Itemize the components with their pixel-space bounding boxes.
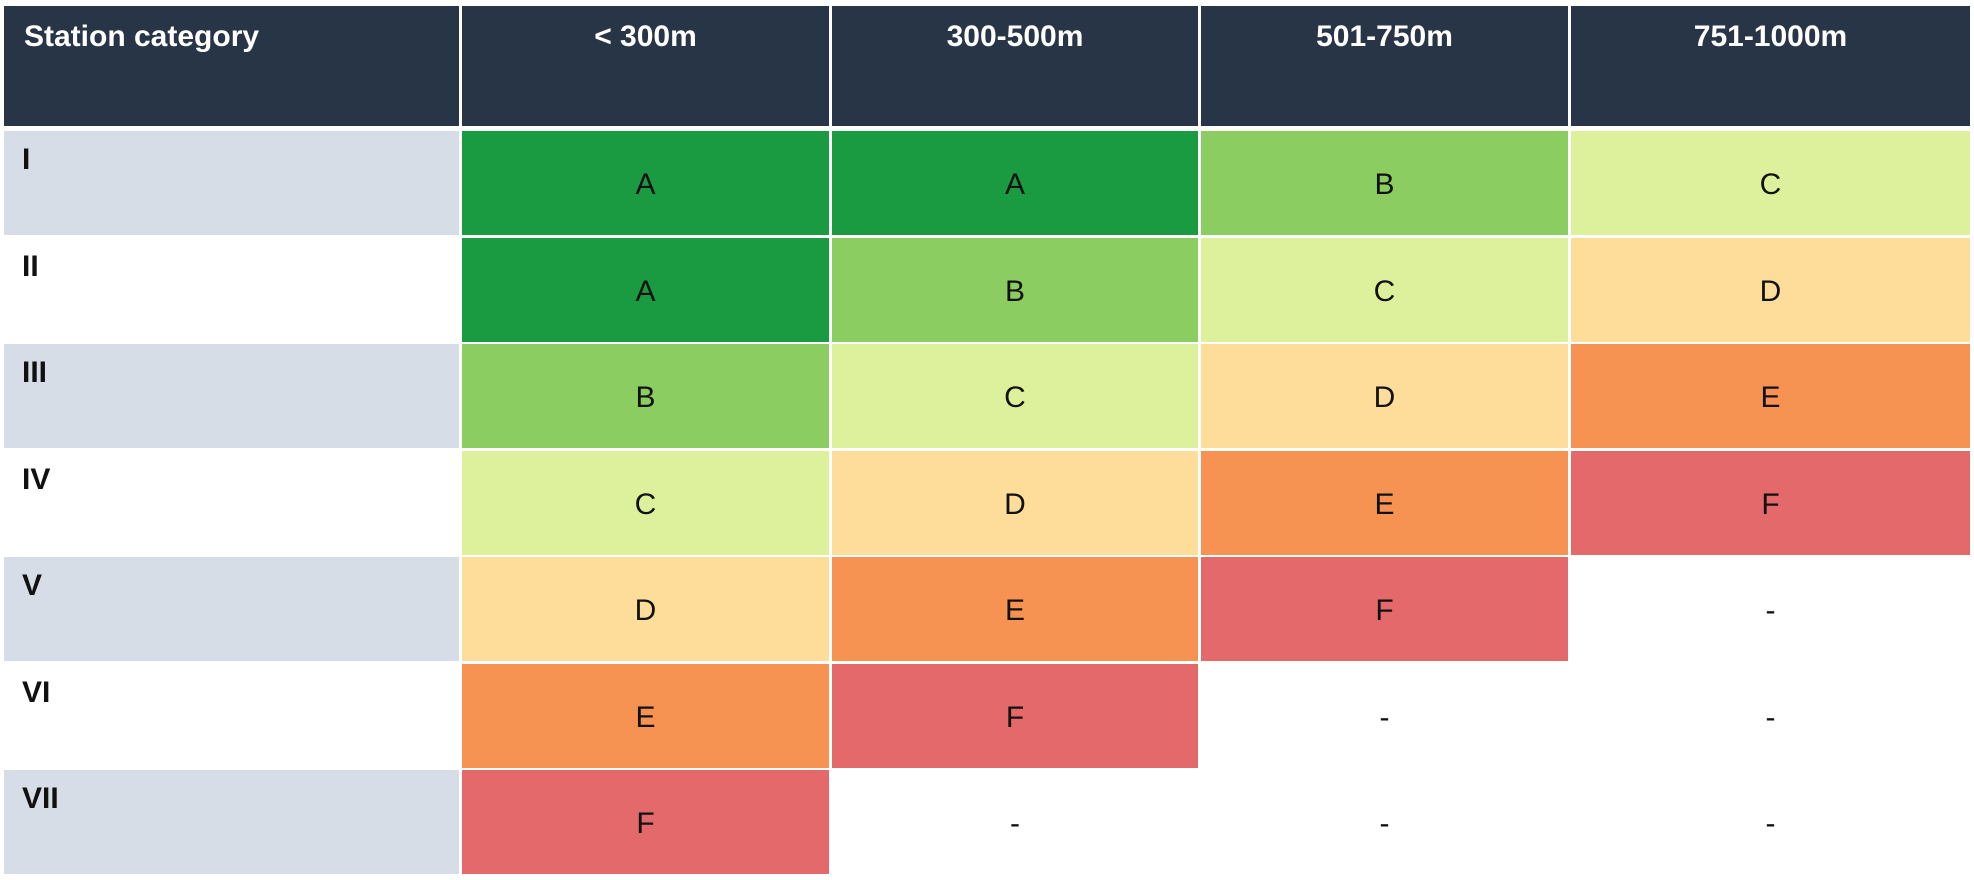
- grade-cell: D: [462, 557, 829, 661]
- header-col-4: 751-1000m: [1571, 6, 1970, 126]
- table-row: VI E F - -: [0, 663, 1974, 770]
- grade-cell: B: [462, 344, 829, 448]
- grade-cell: D: [1571, 237, 1970, 342]
- row-label: VII: [4, 770, 459, 874]
- grade-cell: D: [1201, 344, 1568, 448]
- grade-cell: C: [1571, 131, 1970, 235]
- grade-cell: C: [832, 344, 1198, 448]
- header-station-category: Station category: [4, 6, 459, 126]
- header-col-1: < 300m: [462, 6, 829, 126]
- grade-cell: A: [832, 131, 1198, 235]
- table-row: IV C D E F: [0, 450, 1974, 557]
- row-label: V: [4, 557, 459, 661]
- grade-cell: E: [1201, 450, 1568, 555]
- grade-cell: B: [832, 237, 1198, 342]
- row-label: II: [22, 249, 39, 283]
- grade-cell: E: [832, 557, 1198, 661]
- row-label: III: [4, 344, 459, 448]
- header-col-2: 300-500m: [832, 6, 1198, 126]
- grade-cell: -: [1201, 770, 1568, 874]
- grade-cell: D: [832, 450, 1198, 555]
- row-label: IV: [22, 462, 51, 496]
- row-label: I: [4, 131, 459, 235]
- grade-cell: E: [462, 663, 829, 768]
- grade-cell: -: [1571, 557, 1970, 661]
- header-col-3: 501-750m: [1201, 6, 1568, 126]
- table-row: III B C D E: [0, 344, 1974, 450]
- table-row: II A B C D: [0, 237, 1974, 344]
- grade-cell: A: [462, 131, 829, 235]
- header-row: Station category < 300m 300-500m 501-750…: [0, 0, 1974, 130]
- grade-cell: A: [462, 237, 829, 342]
- grade-cell: F: [1571, 450, 1970, 555]
- grade-cell: -: [1571, 770, 1970, 874]
- grade-cell: C: [1201, 237, 1568, 342]
- grade-cell: -: [832, 770, 1198, 874]
- grade-cell: F: [832, 663, 1198, 768]
- row-label: VI: [22, 675, 51, 709]
- grade-cell: F: [462, 770, 829, 874]
- grade-cell: F: [1201, 557, 1568, 661]
- grade-cell: B: [1201, 131, 1568, 235]
- grade-cell: -: [1571, 663, 1970, 768]
- table-row: VII F - - -: [0, 770, 1974, 876]
- grade-cell: -: [1201, 663, 1568, 768]
- grade-cell: C: [462, 450, 829, 555]
- grade-cell: E: [1571, 344, 1970, 448]
